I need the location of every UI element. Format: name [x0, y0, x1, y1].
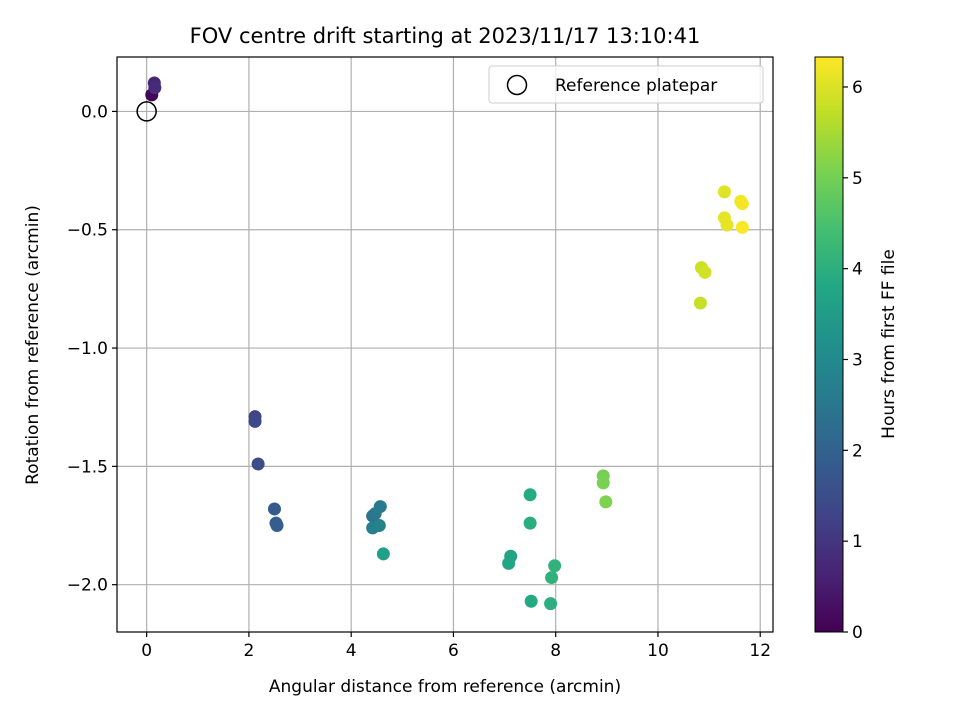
- x-tick-label-2: 4: [346, 641, 357, 661]
- x-tick-label-4: 8: [550, 641, 561, 661]
- data-point-26: [717, 185, 731, 199]
- colorbar-tick-label-5: 5: [852, 169, 863, 189]
- reference-platepar-marker: [136, 101, 157, 122]
- y-tick-label-1: −0.5: [67, 221, 108, 241]
- data-point-11: [373, 500, 387, 514]
- data-point-28: [720, 218, 734, 232]
- data-point-20: [544, 597, 558, 611]
- data-point-2: [148, 81, 162, 95]
- data-point-13: [372, 519, 386, 533]
- data-point-34: [693, 296, 707, 310]
- data-point-5: [251, 457, 265, 471]
- colorbar-tick-label-6: 6: [852, 78, 863, 98]
- y-axis-label: Rotation from reference (arcmin): [23, 205, 43, 485]
- x-tick-label-3: 6: [448, 641, 459, 661]
- x-tick-label-5: 10: [647, 641, 669, 661]
- data-point-4: [248, 414, 262, 428]
- legend: Reference platepar: [488, 65, 764, 104]
- data-point-24: [596, 476, 610, 490]
- x-axis-label: Angular distance from reference (arcmin): [269, 677, 621, 697]
- legend-box: [488, 65, 764, 104]
- colorbar-tick-label-0: 0: [852, 623, 863, 643]
- data-point-6: [267, 502, 281, 516]
- grid-lines: [117, 57, 773, 632]
- data-point-22: [548, 559, 562, 573]
- data-point-21: [545, 571, 559, 585]
- legend-entry-reference: Reference platepar: [555, 76, 717, 96]
- data-point-19: [524, 594, 538, 608]
- plot-frame: [116, 56, 774, 633]
- data-point-31: [735, 220, 749, 234]
- data-point-30: [735, 197, 749, 211]
- x-tick-label-0: 0: [141, 641, 152, 661]
- legend-reference-marker: [506, 74, 528, 96]
- colorbar-ticks: 0 1 2 3 4 5 6: [843, 78, 863, 643]
- data-point-14: [376, 547, 390, 561]
- colorbar: 0 1 2 3 4 5 6 Hours from first FF file: [814, 56, 899, 643]
- colorbar-tick-label-1: 1: [852, 532, 863, 552]
- x-tick-label-1: 2: [244, 641, 255, 661]
- data-point-18: [502, 556, 516, 570]
- data-points: [136, 76, 749, 611]
- data-point-33: [698, 265, 712, 279]
- data-point-8: [270, 519, 284, 533]
- chart-title: FOV centre drift starting at 2023/11/17 …: [190, 24, 701, 48]
- axes: 0 2 4 6 8 10 12 0.0 −0.5 −1.0 −1.5 −2.0: [67, 56, 774, 661]
- y-tick-label-0: 0.0: [81, 102, 108, 122]
- y-tick-label-3: −1.5: [67, 457, 108, 477]
- data-point-15: [523, 488, 537, 502]
- x-tick-label-6: 12: [749, 641, 771, 661]
- colorbar-tick-label-4: 4: [852, 260, 863, 280]
- y-tick-label-2: −1.0: [67, 339, 108, 359]
- data-point-25: [599, 495, 613, 509]
- colorbar-gradient: [814, 56, 844, 633]
- y-tick-label-4: −2.0: [67, 576, 108, 596]
- data-point-16: [523, 516, 537, 530]
- colorbar-tick-label-2: 2: [852, 441, 863, 461]
- colorbar-label: Hours from first FF file: [879, 249, 899, 439]
- colorbar-tick-label-3: 3: [852, 350, 863, 370]
